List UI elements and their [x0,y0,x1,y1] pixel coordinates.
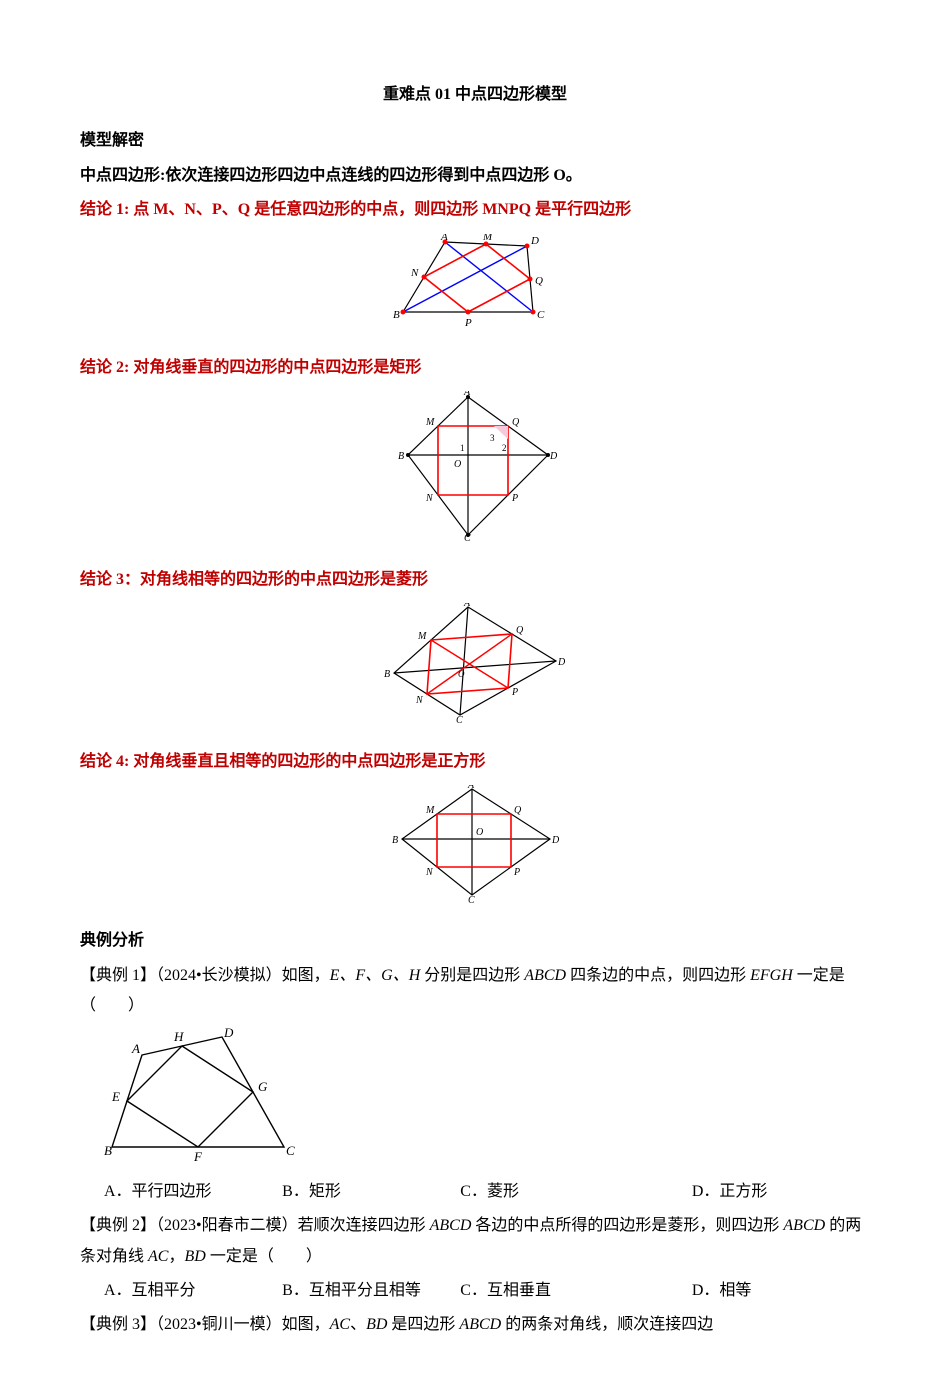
heading-examples: 典例分析 [80,926,870,956]
e2-choice-c: C．互相垂直 [460,1276,692,1306]
figure-4: A D C B M Q P N O [80,785,870,914]
e3-s1: 、 [350,1316,366,1333]
conclusion-4: 结论 4: 对角线垂直且相等的四边形的中点四边形是正方形 [80,747,870,777]
heading-model: 模型解密 [80,126,870,156]
svg-text:B: B [398,451,404,462]
svg-text:A: A [463,603,471,609]
conclusion-3: 结论 3：对角线相等的四边形的中点四边形是菱形 [80,565,870,595]
e3-tail: 的两条对角线，顺次连接四边 [501,1316,713,1333]
svg-text:N: N [415,695,424,706]
svg-text:O: O [458,669,465,679]
svg-text:B: B [392,835,398,846]
e3-m: 是四边形 [387,1316,459,1333]
svg-text:C: C [456,715,463,723]
example-2-choices: A．互相平分 B．互相平分且相等 C．互相垂直 D．相等 [80,1276,870,1306]
svg-text:D: D [551,835,560,846]
svg-text:A: A [463,391,471,398]
e2-abcd2: ABCD [783,1217,825,1234]
svg-text:O: O [476,827,483,838]
svg-text:H: H [173,1029,184,1044]
svg-text:Q: Q [535,275,543,287]
e1-efgh1: E、F、G、H [330,967,421,984]
e3-bd: BD [366,1316,387,1333]
svg-text:N: N [425,867,434,878]
svg-text:E: E [111,1089,120,1104]
svg-text:1: 1 [460,443,465,453]
svg-text:N: N [425,493,434,504]
svg-text:P: P [511,493,518,504]
e2-bd: BD [184,1248,205,1265]
e2-choice-a: A．互相平分 [104,1276,282,1306]
svg-text:M: M [425,417,435,428]
conclusion-1: 结论 1: 点 M、N、P、Q 是任意四边形的中点，则四边形 MNPQ 是平行四… [80,195,870,225]
svg-text:C: C [468,895,475,903]
e2-tail: 一定是（ ） [206,1248,322,1265]
svg-text:G: G [258,1079,268,1094]
svg-text:D: D [530,235,539,247]
e1-choice-b: B．矩形 [282,1177,460,1207]
e2-choice-d: D．相等 [692,1276,870,1306]
svg-text:M: M [425,805,435,816]
e2-prefix: 【典例 2】（2023•阳春市二模）若顺次连接四边形 [80,1217,430,1234]
svg-text:F: F [193,1149,203,1164]
e2-ac: AC [148,1248,168,1265]
e1-choice-a: A．平行四边形 [104,1177,282,1207]
svg-text:Q: Q [514,805,522,816]
svg-text:2: 2 [502,443,507,453]
e1-a2: 四条边的中点，则四边形 [566,967,750,984]
e2-choice-b: B．互相平分且相等 [282,1276,460,1306]
e3-prefix: 【典例 3】（2023•铜川一模）如图， [80,1316,330,1333]
svg-text:A: A [440,234,448,243]
svg-text:B: B [104,1143,112,1158]
svg-text:B: B [384,669,390,680]
example-1-choices: A．平行四边形 B．矩形 C．菱形 D．正方形 [80,1177,870,1207]
example-2: 【典例 2】（2023•阳春市二模）若顺次连接四边形 ABCD 各边的中点所得的… [80,1211,870,1272]
svg-text:C: C [537,309,545,321]
conclusion-2: 结论 2: 对角线垂直的四边形的中点四边形是矩形 [80,353,870,383]
e3-abcd: ABCD [459,1316,501,1333]
svg-text:M: M [417,631,427,642]
page-title: 重难点 01 中点四边形模型 [80,80,870,110]
e1-efgh2: EFGH [750,967,793,984]
figure-3: O A D C B M Q P N [80,603,870,734]
svg-text:P: P [464,317,472,329]
e3-ac: AC [330,1316,350,1333]
example-1-figure: A D C B H E F G [80,1025,870,1176]
example-1: 【典例 1】（2024•长沙模拟）如图，E、F、G、H 分别是四边形 ABCD … [80,961,870,1022]
svg-text:D: D [223,1025,234,1040]
e2-comma: ， [168,1248,184,1265]
svg-text:A: A [131,1041,140,1056]
definition: 中点四边形:依次连接四边形四边中点连线的四边形得到中点四边形 O。 [80,161,870,191]
figure-2: 1 2 3 A D C B M Q P N O [80,391,870,552]
svg-text:A: A [467,785,475,791]
svg-text:P: P [511,687,518,698]
svg-text:Q: Q [512,417,520,428]
svg-text:P: P [513,867,520,878]
svg-text:D: D [549,451,558,462]
svg-text:D: D [557,657,566,668]
example-3: 【典例 3】（2023•铜川一模）如图，AC、BD 是四边形 ABCD 的两条对… [80,1310,870,1340]
e1-choice-d: D．正方形 [692,1177,870,1207]
e2-mid: 各边的中点所得的四边形是菱形，则四边形 [471,1217,783,1234]
e2-abcd: ABCD [430,1217,472,1234]
svg-text:C: C [286,1143,295,1158]
figure-1: A D C B M Q P N [80,234,870,341]
svg-text:M: M [482,234,493,243]
svg-text:B: B [393,309,400,321]
e1-prefix: 【典例 1】（2024•长沙模拟）如图， [80,967,330,984]
svg-text:3: 3 [490,433,495,443]
e1-choice-c: C．菱形 [460,1177,692,1207]
svg-text:O: O [454,459,461,470]
svg-text:N: N [410,267,419,279]
e1-abcd: ABCD [524,967,566,984]
svg-text:Q: Q [516,625,524,636]
svg-text:C: C [464,533,471,541]
e1-a1: 分别是四边形 [420,967,524,984]
